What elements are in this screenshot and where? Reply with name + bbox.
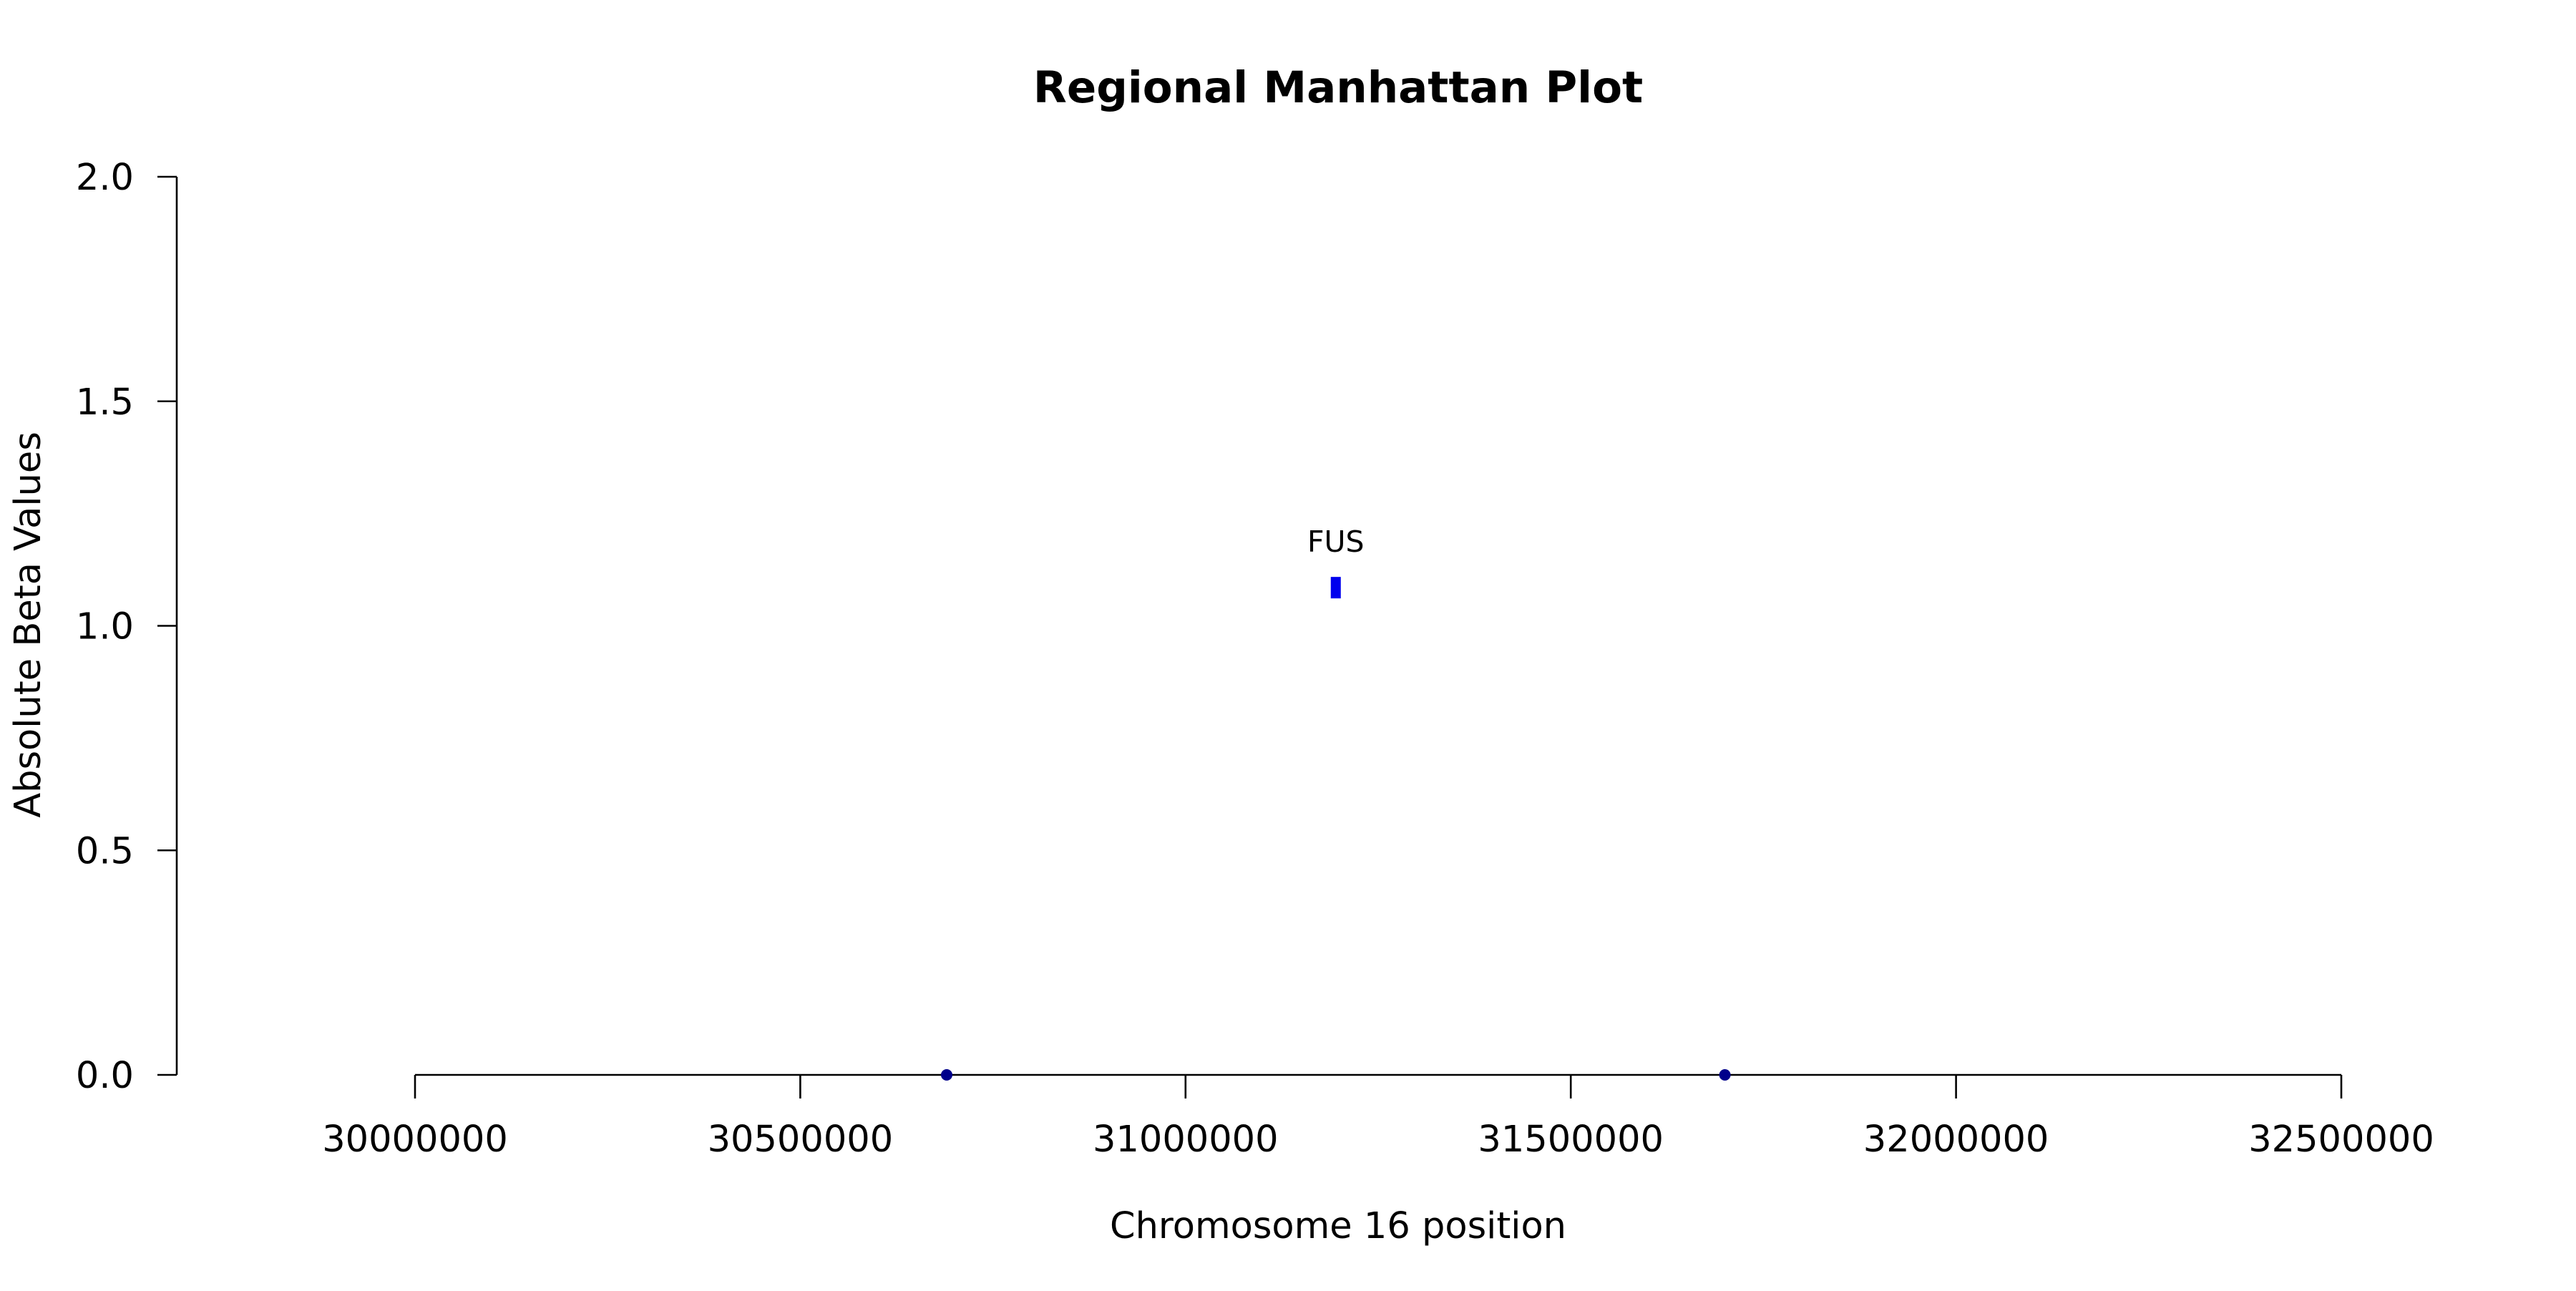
point-label: FUS: [1307, 525, 1365, 559]
y-tick-label: 0.0: [76, 1055, 134, 1097]
y-axis-label: Absolute Beta Values: [7, 432, 49, 818]
chart-title: Regional Manhattan Plot: [1033, 62, 1643, 113]
data-point: [940, 1069, 952, 1081]
y-axis: 0.0 0.5 1.0 1.5 2.0: [76, 157, 178, 1097]
x-axis-label: Chromosome 16 position: [1110, 1205, 1566, 1247]
data-points: [940, 577, 1731, 1081]
data-point: [1719, 1069, 1731, 1081]
data-point: [1330, 577, 1341, 599]
x-tick-label: 30500000: [708, 1119, 894, 1161]
y-tick-label: 1.5: [76, 381, 134, 424]
x-tick-label: 32500000: [2248, 1119, 2434, 1161]
point-annotations: FUS: [1307, 525, 1365, 559]
y-tick-label: 1.0: [76, 606, 134, 648]
y-tick-label: 2.0: [76, 157, 134, 199]
x-tick-label: 32000000: [1863, 1119, 2049, 1161]
x-tick-label: 31000000: [1093, 1119, 1279, 1161]
y-tick-label: 0.5: [76, 830, 134, 872]
x-tick-label: 30000000: [322, 1119, 508, 1161]
x-axis: 30000000 30500000 31000000 31500000 32000000…: [322, 1073, 2434, 1161]
x-tick-label: 31500000: [1478, 1119, 1664, 1161]
